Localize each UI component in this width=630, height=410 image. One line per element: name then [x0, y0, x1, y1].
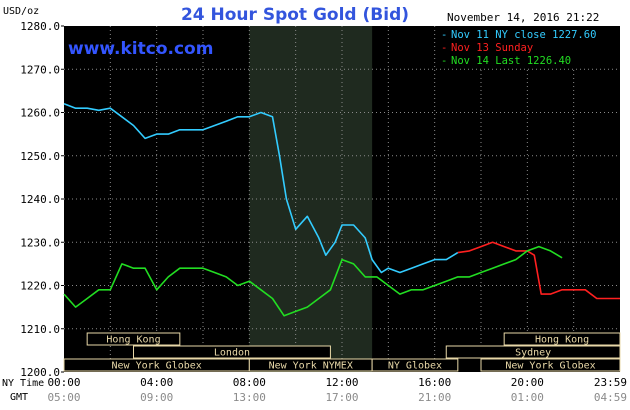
legend-label: Nov 11 NY close 1227.60: [451, 29, 596, 41]
session-bar: [445, 345, 621, 359]
y-tick-label: 1200.0: [20, 366, 60, 379]
y-tick-label: 1210.0: [20, 323, 60, 336]
x-tick-label-gmt: 04:59: [594, 391, 627, 404]
x-tick-label-ny: 04:00: [140, 376, 173, 389]
y-tick-label: 1240.0: [20, 193, 60, 206]
x-tick-label-ny: 00:00: [47, 376, 80, 389]
x-row-label-gmt: GMT: [10, 392, 28, 403]
session-highlight-band: [249, 26, 373, 372]
x-tick-label-gmt: 13:00: [233, 391, 266, 404]
y-tick-label: 1220.0: [20, 280, 60, 293]
legend-label: Nov 14 Last 1226.40: [451, 55, 571, 67]
session-label: Hong Kong: [106, 335, 160, 346]
session-label: Hong Kong: [535, 335, 589, 346]
session-bar: [480, 358, 621, 372]
y-tick-label: 1260.0: [20, 107, 60, 120]
session-bar: [371, 358, 459, 372]
series-line: [457, 241, 620, 300]
x-tick-label-gmt: 05:00: [47, 391, 80, 404]
y-tick-label: 1230.0: [20, 236, 60, 249]
y-tick-label: 1250.0: [20, 150, 60, 163]
series-line: [63, 245, 563, 317]
x-tick-label-ny: 23:59: [594, 376, 627, 389]
legend-marker: -: [441, 55, 447, 67]
x-tick-label-gmt: 01:00: [511, 391, 544, 404]
chart-title: 24 Hour Spot Gold (Bid): [181, 5, 409, 25]
legend-box: [437, 26, 620, 68]
session-label: New York NYMEX: [269, 361, 353, 372]
x-tick-label-ny: 16:00: [418, 376, 451, 389]
session-label: London: [214, 348, 250, 359]
x-tick-label-ny: 08:00: [233, 376, 266, 389]
date-label: November 14, 2016 21:22: [447, 11, 599, 24]
legend-marker: -: [441, 42, 447, 54]
series-line: [63, 103, 459, 274]
session-label: Sydney: [515, 348, 551, 359]
session-label: NY Globex: [388, 361, 442, 372]
session-label: New York Globex: [112, 361, 202, 372]
session-bar: [86, 332, 181, 346]
x-tick-label-gmt: 17:00: [325, 391, 358, 404]
session-bar: [503, 332, 621, 346]
session-bar: [133, 345, 331, 359]
session-label: New York Globex: [505, 361, 595, 372]
y-tick-label: 1280.0: [20, 20, 60, 33]
x-tick-label-ny: 20:00: [511, 376, 544, 389]
legend-label: Nov 13 Sunday: [451, 42, 533, 54]
watermark-text: www.kitco.com: [68, 39, 213, 59]
y-tick-label: 1270.0: [20, 63, 60, 76]
legend-marker: -: [441, 29, 447, 41]
x-row-label-ny: NY Time: [2, 378, 44, 389]
x-tick-label-ny: 12:00: [325, 376, 358, 389]
x-tick-label-gmt: 09:00: [140, 391, 173, 404]
y-axis-label: USD/oz: [3, 6, 39, 17]
x-tick-label-gmt: 21:00: [418, 391, 451, 404]
